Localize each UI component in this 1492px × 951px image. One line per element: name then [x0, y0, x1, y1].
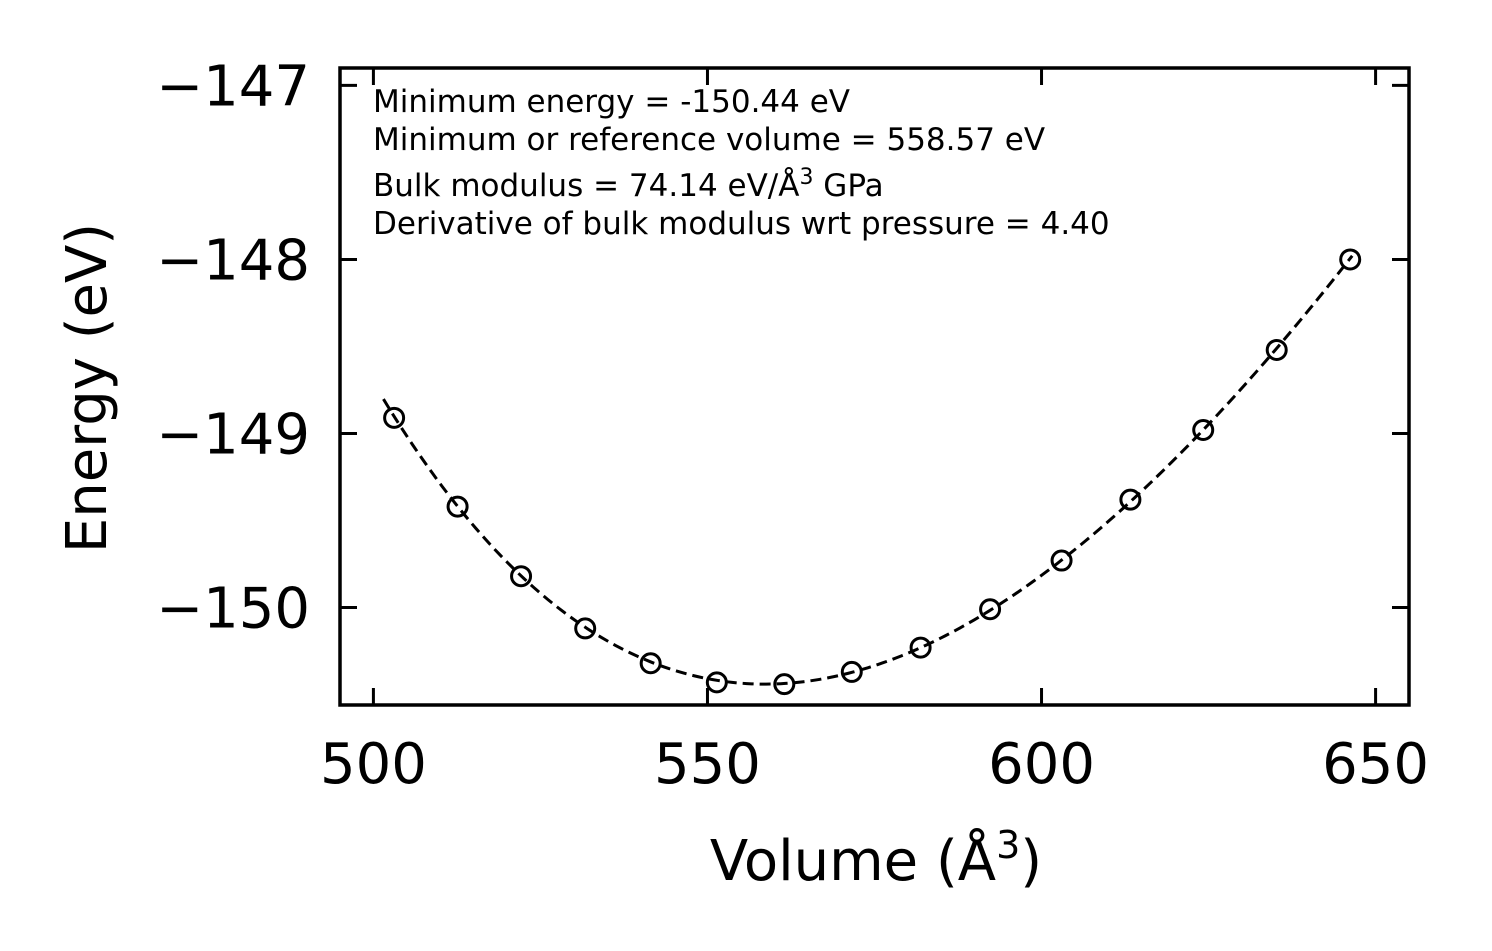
y-tick-label: −149 [156, 402, 310, 467]
data-point [705, 671, 728, 694]
annotation-derivative: Derivative of bulk modulus wrt pressure … [373, 206, 1110, 242]
annotation-bulk-modulus: Bulk modulus = 74.14 eV/Å3 GPa [373, 165, 884, 204]
ticks-layer: 500 550 600 650 −147 −148 −149 −150 [156, 54, 1429, 797]
y-tick-label: −150 [156, 577, 310, 642]
annotation-bulk-modulus-sup: 3 [799, 165, 813, 190]
x-tick-label: 600 [988, 732, 1095, 797]
data-point [510, 565, 533, 588]
data-point [1265, 338, 1288, 361]
data-point [446, 495, 469, 518]
data-point [840, 660, 863, 683]
data-point [639, 652, 662, 675]
data-point [574, 617, 597, 640]
x-tick-label: 650 [1322, 732, 1429, 797]
y-tick-label: −148 [156, 228, 310, 293]
data-point [1192, 419, 1215, 442]
data-point [1339, 248, 1362, 271]
annotation-bulk-modulus-unit: GPa [813, 168, 883, 204]
data-point [773, 673, 796, 696]
x-axis-title-text: Volume (Å [710, 828, 996, 894]
data-point [383, 406, 406, 429]
annotation-block: Minimum energy = -150.44 eV Minimum or r… [373, 84, 1110, 242]
data-point [1050, 549, 1073, 572]
plot-frame [338, 66, 1411, 707]
fit-curve-layer [382, 254, 1354, 686]
x-axis-title-sup: 3 [996, 823, 1020, 867]
x-axis-title: Volume (Å3) [710, 823, 1042, 894]
x-tick-label: 500 [320, 732, 427, 797]
y-tick-label: −147 [156, 54, 310, 119]
annotation-min-energy: Minimum energy = -150.44 eV [373, 84, 850, 120]
fit-curve [382, 254, 1354, 686]
data-point [1119, 488, 1142, 511]
data-points-layer [383, 248, 1362, 696]
annotation-bulk-modulus-text: Bulk modulus = 74.14 eV/Å [373, 168, 799, 204]
annotation-ref-volume: Minimum or reference volume = 558.57 eV [373, 122, 1045, 158]
x-axis-title-close: ) [1020, 829, 1042, 894]
y-axis-title: Energy (eV) [55, 223, 120, 553]
data-point [909, 636, 932, 659]
data-point [979, 598, 1002, 621]
x-tick-label: 550 [654, 732, 761, 797]
